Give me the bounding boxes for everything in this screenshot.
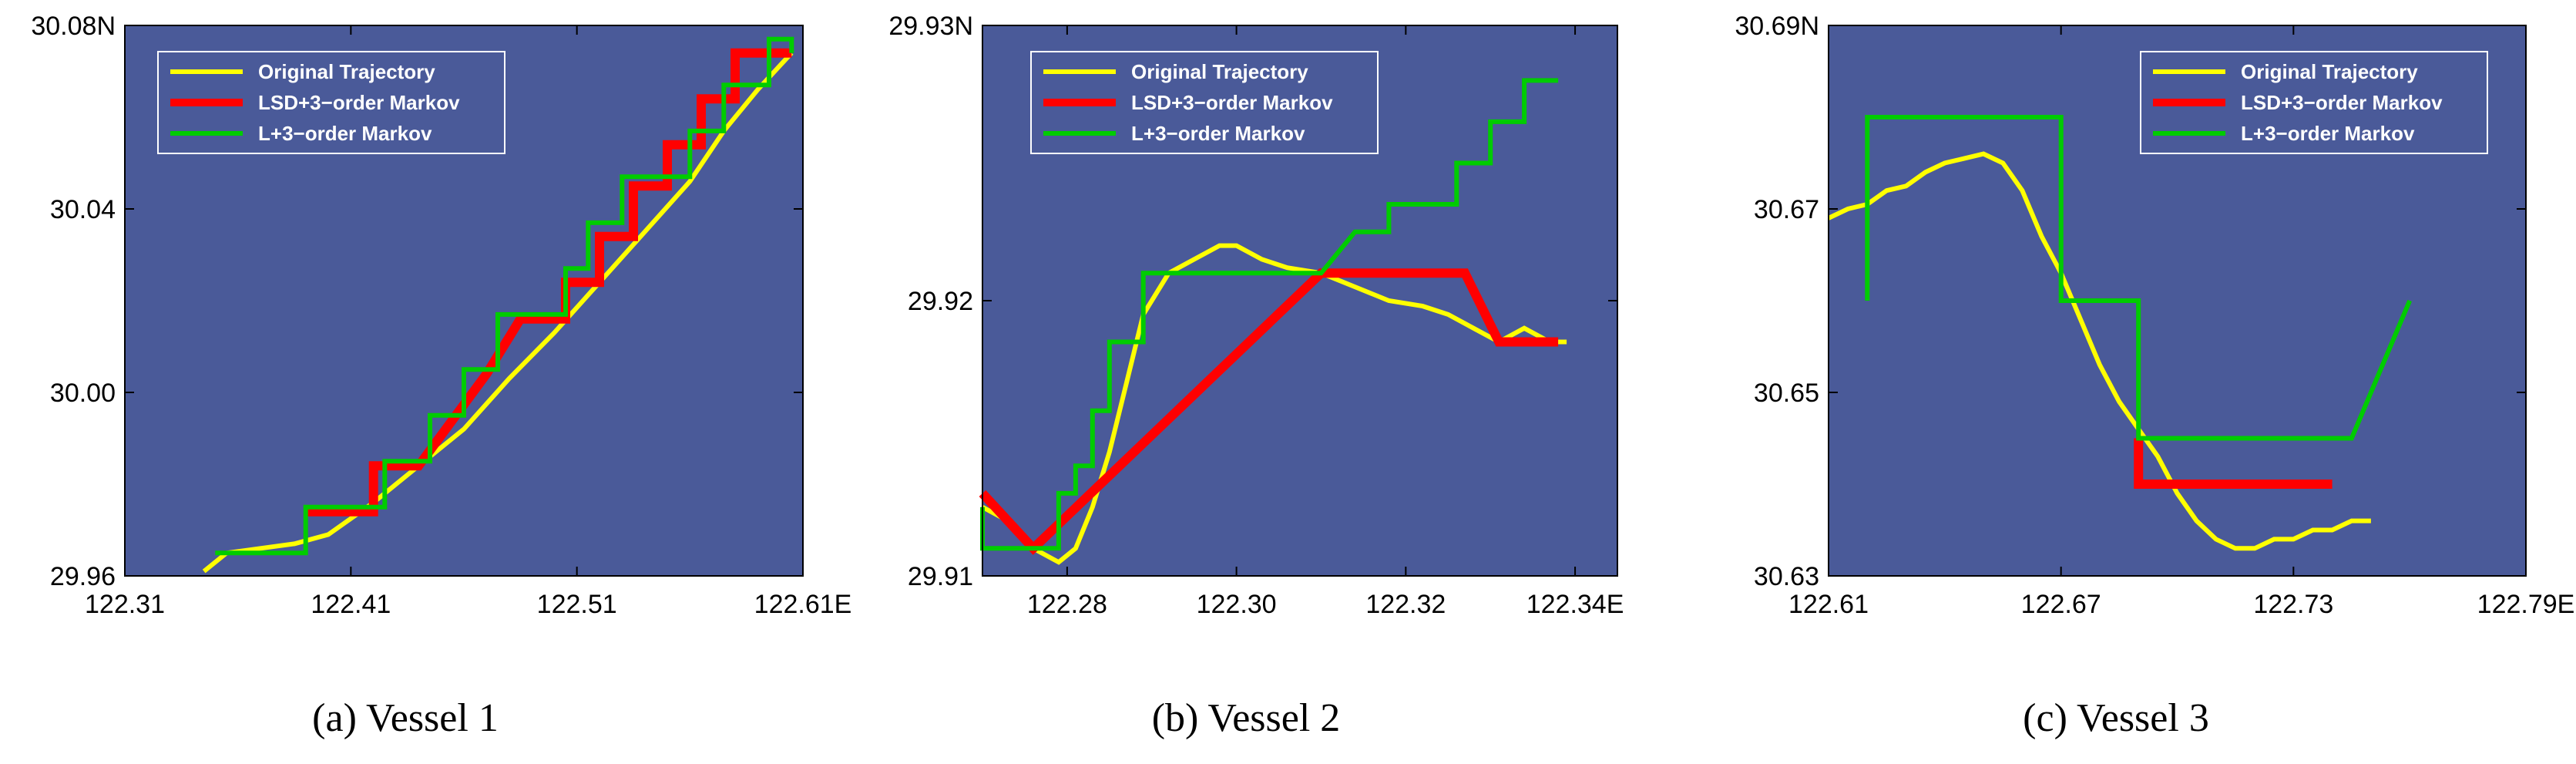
legend-label: Original Trajectory [1131,60,1308,83]
x-tick-label: 122.30 [1197,590,1277,619]
x-tick-label: 122.51 [537,590,617,619]
series-line-lplus [980,78,1559,551]
x-tick-label: 122.41 [311,590,391,619]
y-tick-label: 30.08N [31,12,116,41]
series-line-original [981,243,1567,565]
chart-2: 122.28 122.30 122.32 122.34E 29.91 29.92 29.93… [888,12,1624,740]
legend-label: Original Trajectory [2241,60,2418,83]
axes-frame [1828,25,2527,577]
series-line-lplus [1865,115,2412,441]
chart-3: 122.61 122.67 122.73 122.79E 30.63 30.65 30.67… [1735,12,2574,740]
x-tick-label: 122.34E [1526,590,1624,619]
x-tick-label: 122.28 [1027,590,1107,619]
axes-frame [124,25,804,577]
legend: Original Trajectory LSD+3−order Markov L+3… [2140,51,2488,154]
y-tick-label: 30.00 [50,379,116,408]
y-tick-label: 29.93N [888,12,973,41]
legend-label: LSD+3−order Markov [2241,91,2443,114]
legend-label: Original Trajectory [258,60,435,83]
series-line-lsd [2134,438,2333,489]
y-tick-label: 29.91 [908,562,973,591]
chart-caption: (c) Vessel 3 [2023,696,2209,740]
y-tick-label: 30.63 [1754,562,1819,591]
y-tick-label: 30.65 [1754,379,1819,408]
y-tick-label: 29.92 [908,287,973,316]
series-line-lsd [305,48,792,517]
legend-label: LSD+3−order Markov [258,91,460,114]
series-line-lplus [215,36,794,556]
chart-1: 122.31 122.41 122.51 122.61E 29.96 30.00 30.04… [31,12,851,740]
series-line-original [1827,151,2371,551]
legend: Original Trajectory LSD+3−order Markov L+3… [1030,51,1379,154]
legend-label: L+3−order Markov [1131,122,1305,145]
series-line-lsd [979,268,1559,555]
y-tick-label: 30.69N [1735,12,1819,41]
y-tick-label: 30.04 [50,195,116,224]
x-tick-label: 122.32 [1365,590,1446,619]
x-tick-label: 122.67 [2021,590,2101,619]
y-tick-label: 29.96 [50,562,116,591]
legend: Original Trajectory LSD+3−order Markov L+3… [157,51,505,154]
x-tick-label: 122.61 [1788,590,1869,619]
y-tick-label: 30.67 [1754,195,1819,224]
series-line-original [202,51,794,574]
x-tick-label: 122.61E [754,590,852,619]
chart-caption: (b) Vessel 2 [1152,696,1341,740]
chart-caption: (a) Vessel 1 [312,696,499,740]
legend-label: L+3−order Markov [2241,122,2415,145]
x-tick-label: 122.73 [2253,590,2333,619]
x-tick-label: 122.79E [2477,590,2575,619]
x-tick-label: 122.31 [85,590,165,619]
legend-label: L+3−order Markov [258,122,432,145]
legend-label: LSD+3−order Markov [1131,91,1333,114]
